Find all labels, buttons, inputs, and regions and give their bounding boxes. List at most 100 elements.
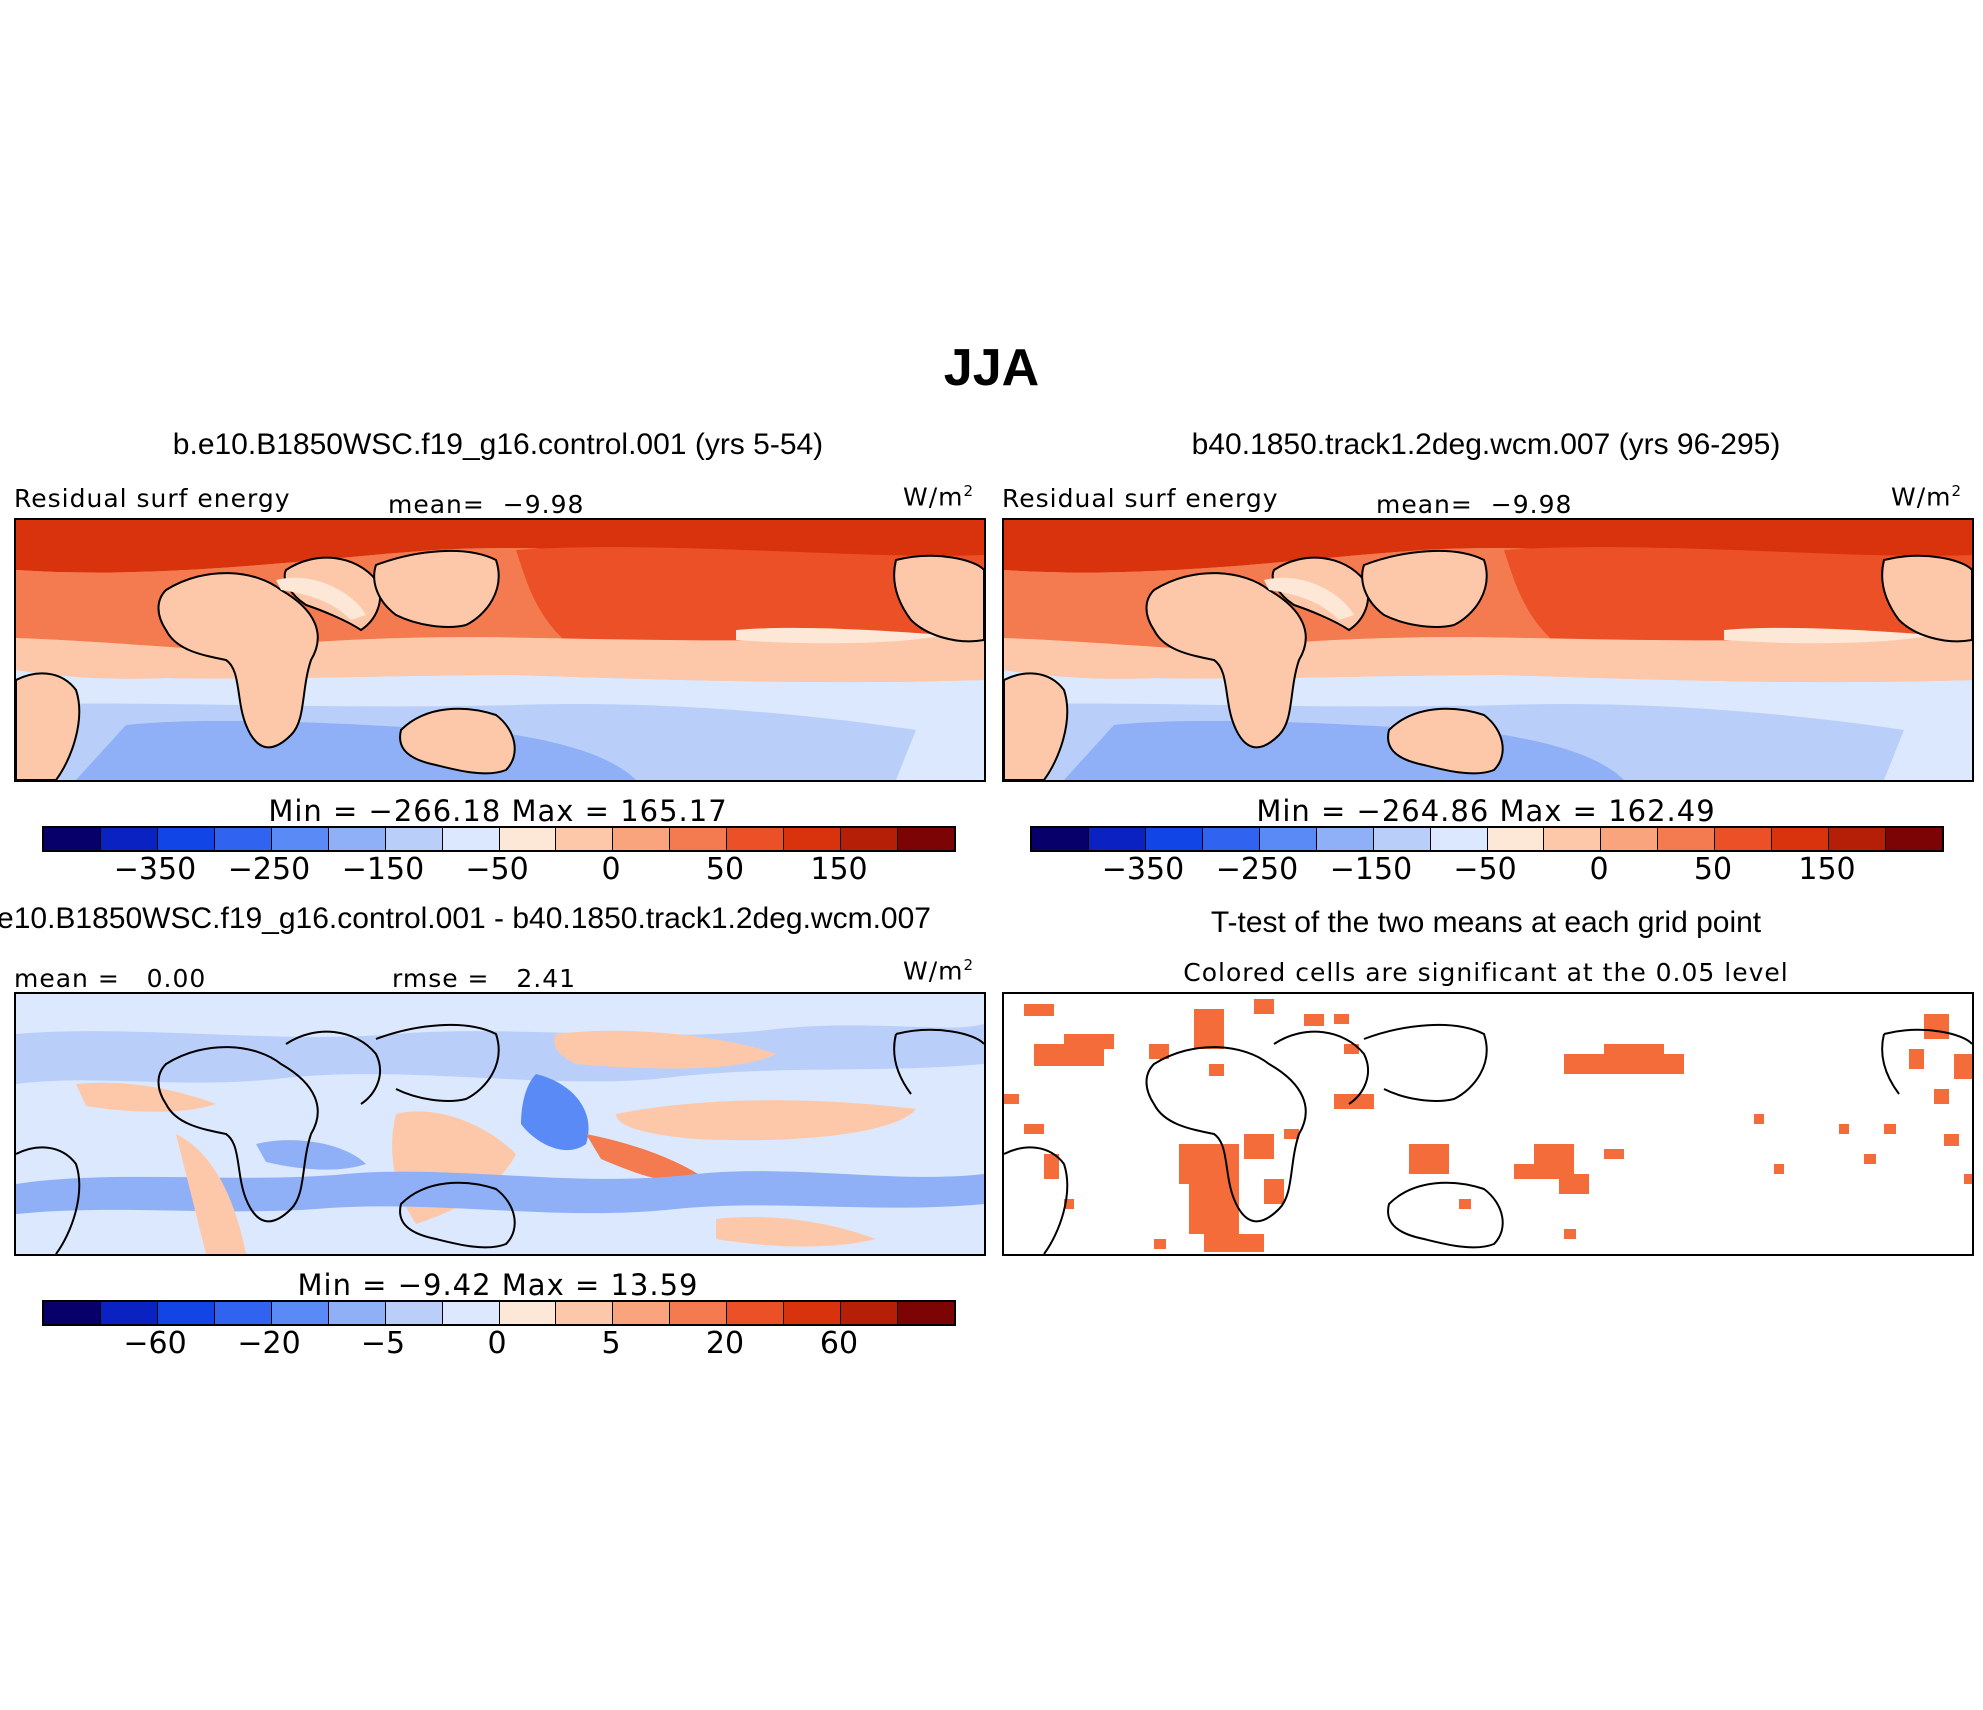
colorbar-swatch [1145,828,1203,850]
colorbar-swatch [1601,828,1659,850]
colorbar-swatch [214,828,272,850]
colorbar-swatch [898,1302,954,1324]
colorbar-tick: −20 [237,1326,301,1361]
colorbar-tick: 60 [819,1326,859,1361]
colorbar-tick: 50 [1693,852,1733,887]
colorbar-tick: 50 [705,852,745,887]
colorbar-swatch [556,828,614,850]
colorbar-swatch [442,1302,500,1324]
colorbar-swatch [328,1302,386,1324]
map-top-left [14,518,986,782]
colorbar-tick: 0 [601,852,621,887]
mean-label-top-left: mean= −9.98 [388,490,585,519]
minmax-bottom-left: Min = −9.42 Max = 13.59 [297,1268,699,1302]
colorbar-swatch [841,1302,899,1324]
colorbar-swatch [100,1302,158,1324]
colorbar-swatch [670,1302,728,1324]
colorbar-tick: −150 [1329,852,1413,887]
colorbar-swatch [556,1302,614,1324]
units-label-bottom-left: W/m2 [903,956,975,986]
colorbar-swatch [1829,828,1887,850]
colorbar-tick: −5 [360,1326,406,1361]
colorbar-swatch [1202,828,1260,850]
colorbar-swatch [784,1302,842,1324]
mean-value-top-right: −9.98 [1490,490,1573,519]
colorbar-swatch [442,828,500,850]
mean-label-bottom-left: mean = 0.00 [14,964,207,993]
colorbar-tick: −50 [1453,852,1517,887]
subtitle-bottom-right: Colored cells are significant at the 0.0… [1183,958,1789,987]
colorbar-swatch [385,828,443,850]
colorbar-ticks-bottom-left: −60 −20 −5 0 5 20 60 [42,1326,952,1366]
colorbar-swatch [613,1302,671,1324]
colorbar-tick: −150 [341,852,425,887]
colorbar-swatch [1487,828,1545,850]
panel-title-top-right: b40.1850.track1.2deg.wcm.007 (yrs 96-295… [1191,428,1781,461]
colorbar-bottom-left [42,1300,956,1326]
panel-title-top-left: b.e10.B1850WSC.f19_g16.control.001 (yrs … [172,428,824,461]
colorbar-swatch [727,828,785,850]
colorbar-swatch [328,828,386,850]
rmse-value-bottom-left: 2.41 [516,964,577,993]
map-top-right [1002,518,1974,782]
colorbar-swatch [1886,828,1942,850]
mean-value-bottom-left: 0.00 [146,964,207,993]
mean-value-top-left: −9.98 [502,490,585,519]
colorbar-tick: −60 [123,1326,187,1361]
colorbar-tick: −50 [465,852,529,887]
colorbar-tick: 0 [487,1326,507,1361]
colorbar-swatch [499,1302,557,1324]
colorbar-swatch [1715,828,1773,850]
mean-label-top-right: mean= −9.98 [1376,490,1573,519]
panel-title-bottom-left: b.e10.B1850WSC.f19_g16.control.001 - b40… [0,902,931,935]
map-bottom-left [14,992,986,1256]
colorbar-swatch [670,828,728,850]
colorbar-tick: 20 [705,1326,745,1361]
colorbar-swatch [157,1302,215,1324]
units-label-top-left: W/m2 [903,482,975,512]
colorbar-swatch [44,1302,101,1324]
colorbar-swatch [100,828,158,850]
variable-label-top-left: Residual surf energy [14,484,291,513]
colorbar-top-left [42,826,956,852]
colorbar-swatch [1032,828,1089,850]
colorbar-swatch [1430,828,1488,850]
colorbar-swatch [1316,828,1374,850]
colorbar-swatch [271,1302,329,1324]
panel-title-bottom-right: T-test of the two means at each grid poi… [1210,906,1762,939]
colorbar-ticks-top-right: −350 −250 −150 −50 0 50 150 [1030,852,1940,892]
colorbar-tick: 0 [1589,852,1609,887]
colorbar-swatch [784,828,842,850]
colorbar-top-right [1030,826,1944,852]
colorbar-tick: −250 [227,852,311,887]
colorbar-swatch [1088,828,1146,850]
colorbar-swatch [1658,828,1716,850]
colorbar-tick: 150 [810,852,868,887]
colorbar-swatch [727,1302,785,1324]
colorbar-ticks-top-left: −350 −250 −150 −50 0 50 150 [42,852,952,892]
figure-title: JJA [943,339,1040,397]
rmse-label-bottom-left: rmse = 2.41 [392,964,577,993]
minmax-top-left: Min = −266.18 Max = 165.17 [268,794,728,828]
colorbar-swatch [1259,828,1317,850]
colorbar-swatch [214,1302,272,1324]
colorbar-tick: 150 [1798,852,1856,887]
colorbar-swatch [271,828,329,850]
colorbar-tick: −350 [113,852,197,887]
colorbar-swatch [898,828,954,850]
colorbar-tick: −250 [1215,852,1299,887]
minmax-top-right: Min = −264.86 Max = 162.49 [1256,794,1716,828]
colorbar-tick: −350 [1101,852,1185,887]
colorbar-swatch [1373,828,1431,850]
colorbar-swatch [1544,828,1602,850]
colorbar-swatch [157,828,215,850]
colorbar-tick: 5 [601,1326,621,1361]
colorbar-swatch [1772,828,1830,850]
colorbar-swatch [499,828,557,850]
coastlines [1004,1023,1972,1254]
significant-cells [1004,999,1972,1252]
colorbar-swatch [385,1302,443,1324]
units-label-top-right: W/m2 [1891,482,1963,512]
colorbar-swatch [613,828,671,850]
variable-label-top-right: Residual surf energy [1002,484,1279,513]
